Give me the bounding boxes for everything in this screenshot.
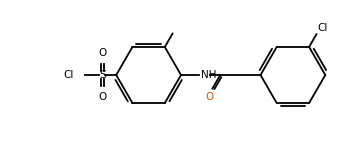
Text: NH: NH — [201, 70, 216, 80]
Text: O: O — [205, 92, 214, 102]
Text: Cl: Cl — [64, 70, 74, 80]
Text: O: O — [98, 48, 107, 58]
Text: Cl: Cl — [317, 23, 328, 33]
Text: O: O — [98, 92, 107, 102]
Text: S: S — [99, 70, 106, 80]
